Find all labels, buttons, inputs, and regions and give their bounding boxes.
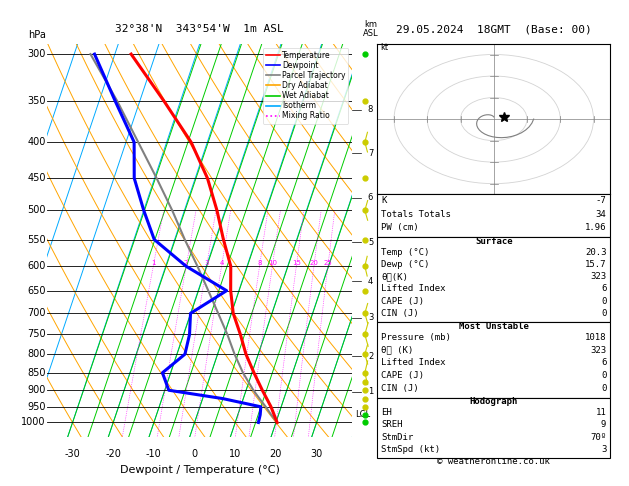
Text: Lifted Index: Lifted Index — [381, 284, 446, 294]
Text: -10: -10 — [146, 449, 162, 459]
Text: 15.7: 15.7 — [585, 260, 606, 269]
Text: km
ASL: km ASL — [363, 20, 379, 38]
Text: Temp (°C): Temp (°C) — [381, 247, 430, 257]
Text: -7: -7 — [596, 196, 606, 206]
Legend: Temperature, Dewpoint, Parcel Trajectory, Dry Adiabat, Wet Adiabat, Isotherm, Mi: Temperature, Dewpoint, Parcel Trajectory… — [263, 48, 348, 123]
Text: 0: 0 — [601, 384, 606, 393]
Text: 8: 8 — [257, 260, 262, 266]
Text: 400: 400 — [27, 137, 46, 147]
Text: Totals Totals: Totals Totals — [381, 210, 451, 219]
Text: 1018: 1018 — [585, 333, 606, 342]
Text: LCL: LCL — [355, 410, 370, 419]
Text: 600: 600 — [27, 261, 46, 271]
Text: 1: 1 — [368, 387, 373, 397]
Text: StmDir: StmDir — [381, 433, 413, 442]
Text: -20: -20 — [105, 449, 121, 459]
Text: CAPE (J): CAPE (J) — [381, 371, 424, 380]
Text: 800: 800 — [27, 349, 46, 359]
Text: 20: 20 — [270, 449, 282, 459]
Text: 10: 10 — [229, 449, 242, 459]
Text: 30: 30 — [311, 449, 323, 459]
Text: 300: 300 — [27, 49, 46, 59]
Text: 25: 25 — [323, 260, 332, 266]
Text: 6: 6 — [601, 284, 606, 294]
Text: 15: 15 — [292, 260, 301, 266]
Text: 0: 0 — [601, 309, 606, 318]
Text: 2: 2 — [184, 260, 189, 266]
Text: Pressure (mb): Pressure (mb) — [381, 333, 451, 342]
Text: 3: 3 — [368, 313, 373, 322]
Text: 4: 4 — [368, 277, 373, 286]
Text: Lifted Index: Lifted Index — [381, 358, 446, 367]
Text: 4: 4 — [220, 260, 224, 266]
Text: 34: 34 — [596, 210, 606, 219]
Text: © weatheronline.co.uk: © weatheronline.co.uk — [437, 457, 550, 466]
Text: CIN (J): CIN (J) — [381, 309, 419, 318]
Text: EH: EH — [381, 408, 392, 417]
Text: 6: 6 — [601, 358, 606, 367]
Text: 6: 6 — [368, 193, 373, 202]
Text: 11: 11 — [596, 408, 606, 417]
Text: θᴄ (K): θᴄ (K) — [381, 346, 413, 355]
Text: 350: 350 — [27, 96, 46, 106]
Text: Dewp (°C): Dewp (°C) — [381, 260, 430, 269]
Text: 500: 500 — [27, 206, 46, 215]
Text: -30: -30 — [65, 449, 81, 459]
Text: 32°38'N  343°54'W  1m ASL: 32°38'N 343°54'W 1m ASL — [115, 24, 284, 34]
Text: CIN (J): CIN (J) — [381, 384, 419, 393]
Text: 7: 7 — [368, 149, 373, 158]
Text: 0: 0 — [601, 371, 606, 380]
Text: K: K — [381, 196, 387, 206]
Text: hPa: hPa — [28, 30, 46, 40]
Text: Dewpoint / Temperature (°C): Dewpoint / Temperature (°C) — [120, 465, 280, 475]
Text: 323: 323 — [590, 346, 606, 355]
Text: 450: 450 — [27, 173, 46, 183]
Text: 9: 9 — [601, 420, 606, 429]
Text: kt: kt — [381, 43, 389, 52]
Text: 650: 650 — [27, 286, 46, 295]
Text: 10: 10 — [268, 260, 277, 266]
Text: Most Unstable: Most Unstable — [459, 322, 529, 331]
Text: PW (cm): PW (cm) — [381, 223, 419, 232]
Text: 850: 850 — [27, 368, 46, 378]
Text: StmSpd (kt): StmSpd (kt) — [381, 445, 440, 454]
Text: 750: 750 — [27, 330, 46, 339]
Text: SREH: SREH — [381, 420, 403, 429]
Text: 20: 20 — [309, 260, 318, 266]
Text: 1: 1 — [151, 260, 155, 266]
Text: 0: 0 — [601, 297, 606, 306]
Text: 70º: 70º — [590, 433, 606, 442]
Text: 3: 3 — [204, 260, 209, 266]
Text: CAPE (J): CAPE (J) — [381, 297, 424, 306]
Text: 900: 900 — [27, 385, 46, 395]
Text: θᴄ(K): θᴄ(K) — [381, 272, 408, 281]
Text: 0: 0 — [191, 449, 198, 459]
Text: 3: 3 — [601, 445, 606, 454]
Text: 550: 550 — [27, 235, 46, 244]
Text: 1000: 1000 — [21, 417, 46, 428]
Text: 5: 5 — [368, 238, 373, 247]
Text: Mixing Ratio (g/kg): Mixing Ratio (g/kg) — [391, 201, 399, 280]
Text: Surface: Surface — [475, 237, 513, 246]
Text: 20.3: 20.3 — [585, 247, 606, 257]
Text: 323: 323 — [590, 272, 606, 281]
Text: Hodograph: Hodograph — [470, 398, 518, 406]
Text: 29.05.2024  18GMT  (Base: 00): 29.05.2024 18GMT (Base: 00) — [396, 24, 592, 34]
Text: 8: 8 — [368, 105, 373, 114]
Text: 1.96: 1.96 — [585, 223, 606, 232]
Text: 950: 950 — [27, 402, 46, 412]
Text: 2: 2 — [368, 351, 373, 361]
Text: 700: 700 — [27, 308, 46, 318]
